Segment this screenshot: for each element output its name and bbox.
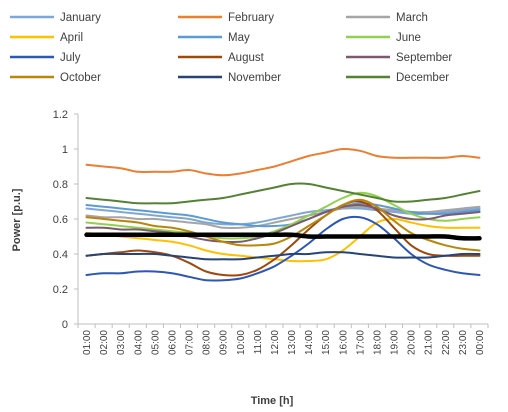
legend-label-august: August [228, 52, 265, 64]
series-line-reference [84, 232, 482, 241]
y-tick-label: 0.4 [53, 249, 68, 261]
series-line-february [85, 147, 481, 177]
y-axis-label: Power [p.u.] [11, 188, 23, 251]
series-line-november [85, 251, 481, 261]
legend-label-january: January [60, 12, 101, 24]
x-tick-label: 19:00 [390, 330, 401, 355]
x-tick-label: 17:00 [355, 330, 366, 355]
series-layer [84, 147, 482, 282]
x-tick-label: 10:00 [236, 330, 247, 355]
x-tick-label: 13:00 [287, 330, 298, 355]
x-tick-label: 01:00 [82, 330, 93, 355]
y-tick-label: 1 [62, 144, 68, 156]
series-line-september [85, 203, 481, 244]
x-tick-label: 22:00 [441, 330, 452, 355]
y-tick-label: 0 [62, 319, 68, 331]
legend-label-october: October [60, 72, 101, 84]
legend-label-may: May [228, 32, 250, 44]
legend-label-november: November [228, 72, 281, 84]
y-tick-label: 1.2 [53, 109, 68, 121]
x-tick-label: 12:00 [270, 330, 281, 355]
y-tick-label: 0.8 [53, 179, 68, 191]
x-axis-label: Time [h] [251, 395, 294, 407]
x-tick-label: 04:00 [133, 330, 144, 355]
series-line-october [85, 198, 481, 252]
x-tick-label: 05:00 [150, 330, 161, 355]
y-tick-label: 0.2 [53, 284, 68, 296]
x-tick-label: 09:00 [219, 330, 230, 355]
series-line-may [85, 202, 481, 228]
series-line-june [85, 191, 481, 240]
x-tick-label: 18:00 [372, 330, 383, 355]
x-tick-label: 16:00 [338, 330, 349, 355]
x-tick-label: 20:00 [407, 330, 418, 355]
plot-axes: 0 0.2 0.4 0.6 0.8 1 1.2 01:00 02:00 03:00 04:00 05:… [53, 109, 489, 355]
legend-label-september: September [396, 52, 452, 64]
x-tick-label: 15:00 [321, 330, 332, 355]
series-line-august [85, 200, 481, 277]
x-tick-label: 06:00 [167, 330, 178, 355]
x-tick-label: 00:00 [475, 330, 486, 355]
y-tick-label: 0.6 [53, 214, 68, 226]
x-tick-label: 08:00 [202, 330, 213, 355]
x-tick-label: 14:00 [304, 330, 315, 355]
legend-label-june: June [396, 32, 421, 44]
x-tick-label: 11:00 [253, 330, 264, 355]
x-tick-label: 23:00 [458, 330, 469, 355]
series-line-december [85, 182, 481, 205]
x-tick-label: 21:00 [424, 330, 435, 355]
legend-label-july: July [60, 52, 81, 64]
x-tick-label: 02:00 [99, 330, 110, 355]
x-tick-label: 07:00 [185, 330, 196, 355]
x-tick-label: 03:00 [116, 330, 127, 355]
legend: January February March April May June July Augu… [10, 12, 452, 84]
series-line-july [85, 215, 481, 282]
legend-label-february: February [228, 12, 274, 24]
legend-label-march: March [396, 12, 428, 24]
legend-label-december: December [396, 72, 449, 84]
legend-label-april: April [60, 32, 83, 44]
